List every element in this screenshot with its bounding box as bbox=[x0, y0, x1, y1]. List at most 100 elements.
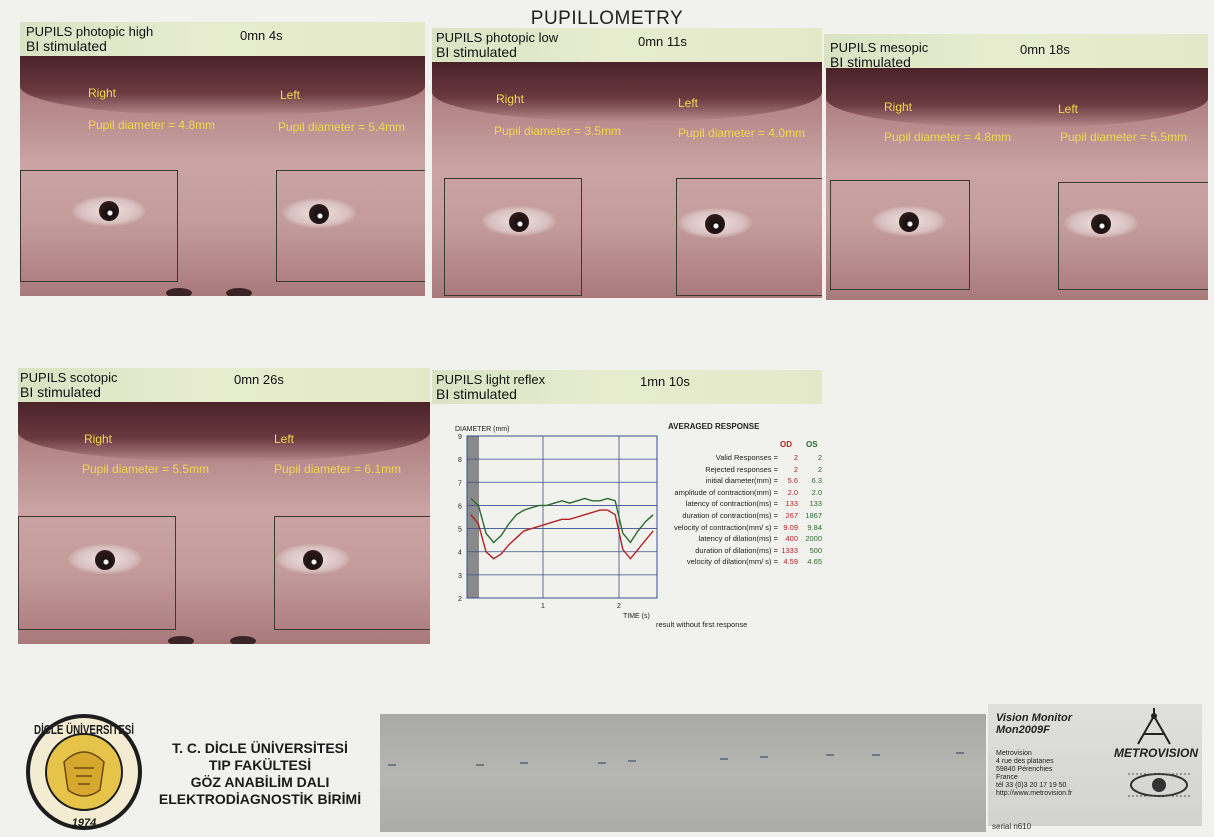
row-label: velocity of dilation(mm/ s) = bbox=[686, 557, 778, 567]
address-line1: 4 rue des platanes bbox=[996, 758, 1054, 765]
row-label: velocity of contraction(mm/ s) = bbox=[674, 522, 778, 532]
row-label: latency of dilation(ms) = bbox=[698, 534, 778, 544]
left-pupil-diameter: Pupil diameter = 4.0mm bbox=[678, 126, 806, 140]
os-value: 2000 bbox=[805, 534, 822, 544]
left-eye-roi bbox=[1058, 182, 1208, 290]
panel-scotopic-header bbox=[18, 368, 430, 402]
panel-light-reflex-header bbox=[432, 370, 822, 404]
table-row: duration of contraction(ms) = 267 1867 bbox=[640, 511, 822, 522]
panel-time: 0mn 4s bbox=[240, 28, 283, 43]
od-value: 9.09 bbox=[783, 522, 798, 532]
series-line-os bbox=[470, 497, 654, 544]
od-value: 4.59 bbox=[783, 557, 798, 567]
right-pupil-diameter: Pupil diameter = 5.5mm bbox=[82, 462, 210, 476]
eye-photo: Right Left Pupil diameter = 4.8mm Pupil … bbox=[20, 56, 425, 296]
col-od: OD bbox=[780, 440, 792, 449]
panel-title: PUPILS photopic high bbox=[26, 24, 154, 39]
od-value: 2.0 bbox=[787, 487, 798, 497]
website: http://www.metrovision.fr bbox=[996, 790, 1073, 797]
left-pupil-diameter: Pupil diameter = 5.5mm bbox=[1060, 130, 1188, 144]
device-name: Vision Monitor bbox=[996, 712, 1072, 724]
right-eye-roi bbox=[20, 170, 178, 282]
university-seal: DİCLE ÜNİVERSİTESİ 1974 bbox=[24, 712, 144, 832]
y-tick-label: 2 bbox=[458, 596, 462, 603]
panel-subtitle: BI stimulated bbox=[830, 54, 911, 70]
left-pupil bbox=[309, 204, 329, 224]
right-eye-roi bbox=[18, 516, 176, 630]
gray-strip bbox=[380, 714, 986, 832]
panel-subtitle: BI stimulated bbox=[26, 38, 107, 54]
x-axis-label: TIME (s) bbox=[623, 613, 650, 620]
table-row: initial diameter(mm) = 5.6 6.3 bbox=[640, 476, 822, 487]
panel-title: PUPILS light reflex bbox=[436, 372, 546, 387]
panel-time: 0mn 26s bbox=[234, 372, 284, 387]
os-value: 1867 bbox=[805, 511, 822, 520]
eye-photo: Right Left Pupil diameter = 5.5mm Pupil … bbox=[18, 402, 430, 644]
seal-year: 1974 bbox=[72, 817, 96, 829]
panel-mesopic-header bbox=[824, 34, 1208, 68]
panel-time: 0mn 11s bbox=[638, 34, 687, 49]
left-eye-label: Left bbox=[274, 432, 295, 446]
os-value: 133 bbox=[809, 499, 822, 509]
right-pupil-diameter: Pupil diameter = 3.5mm bbox=[494, 124, 622, 138]
left-pupil bbox=[303, 550, 323, 570]
institution-line4: ELEKTRODİAGNOSTİK BİRİMİ bbox=[158, 791, 362, 807]
os-value: 500 bbox=[809, 545, 822, 555]
right-pupil bbox=[509, 212, 529, 232]
right-eye-label: Right bbox=[496, 92, 525, 106]
y-tick-label: 6 bbox=[458, 503, 462, 510]
row-label: duration of dilation(ms) = bbox=[695, 545, 778, 555]
row-label: latency of contraction(ms) = bbox=[685, 499, 778, 509]
address-line2: 59840 Pérenchies bbox=[996, 766, 1053, 773]
panel-photopic-high-header bbox=[20, 22, 425, 56]
panel-subtitle: BI stimulated bbox=[20, 384, 101, 400]
od-value: 267 bbox=[785, 511, 798, 520]
panel-title: PUPILS photopic low bbox=[436, 30, 559, 45]
company-name: Metrovision bbox=[996, 750, 1032, 757]
row-label: duration of contraction(ms) = bbox=[682, 511, 778, 520]
right-pupil bbox=[899, 212, 919, 232]
device-info: Vision Monitor Mon2009F Metrovision 4 ru… bbox=[988, 704, 1202, 826]
institution-line2: TIP FAKÜLTESİ bbox=[208, 757, 312, 773]
od-value: 2 bbox=[793, 453, 798, 462]
right-eye-roi bbox=[444, 178, 582, 296]
panel-time: 1mn 10s bbox=[640, 374, 690, 389]
os-value: 9.84 bbox=[807, 522, 822, 532]
y-tick-label: 4 bbox=[458, 550, 462, 557]
right-eye-roi bbox=[830, 180, 970, 290]
series-line-od bbox=[470, 509, 654, 560]
col-os: OS bbox=[806, 440, 818, 449]
table-row: velocity of dilation(mm/ s) = 4.59 4.65 bbox=[640, 557, 822, 568]
institution-line1: T. C. DİCLE ÜNİVERSİTESİ bbox=[172, 740, 348, 756]
seal-text: DİCLE ÜNİVERSİTESİ bbox=[34, 722, 134, 737]
left-eye-roi bbox=[274, 516, 430, 630]
page-title: PUPILLOMETRY bbox=[530, 8, 684, 29]
table-title: AVERAGED RESPONSE bbox=[668, 422, 760, 431]
panel-subtitle: BI stimulated bbox=[436, 44, 517, 60]
left-eye-roi bbox=[276, 170, 425, 282]
os-value: 2 bbox=[817, 453, 822, 462]
left-pupil-diameter: Pupil diameter = 5.4mm bbox=[278, 120, 406, 134]
compass-icon bbox=[1137, 708, 1171, 745]
left-pupil bbox=[1091, 214, 1111, 234]
table-row: Rejected responses = 2 2 bbox=[640, 465, 822, 476]
os-value: 2.0 bbox=[811, 487, 822, 497]
serial-number: serial n610 bbox=[992, 822, 1032, 831]
table-row: latency of dilation(ms) = 400 2000 bbox=[640, 534, 822, 545]
eye-logo-icon bbox=[1128, 773, 1190, 797]
y-tick-label: 5 bbox=[458, 527, 462, 534]
right-eye-label: Right bbox=[884, 100, 913, 114]
table-row: latency of contraction(ms) = 133 133 bbox=[640, 499, 822, 510]
od-value: 1333 bbox=[781, 545, 798, 555]
od-value: 133 bbox=[785, 499, 798, 509]
od-value: 2 bbox=[793, 464, 798, 474]
right-pupil-diameter: Pupil diameter = 4.8mm bbox=[884, 130, 1012, 144]
institution-line3: GÖZ ANABİLİM DALI bbox=[190, 774, 330, 790]
x-tick-label: 2 bbox=[617, 603, 621, 610]
device-model: Mon2009F bbox=[996, 724, 1050, 736]
left-eye-label: Left bbox=[280, 88, 301, 102]
plot-frame bbox=[466, 435, 658, 599]
os-value: 6.3 bbox=[811, 476, 822, 486]
od-value: 400 bbox=[785, 534, 798, 544]
right-pupil bbox=[99, 201, 119, 221]
